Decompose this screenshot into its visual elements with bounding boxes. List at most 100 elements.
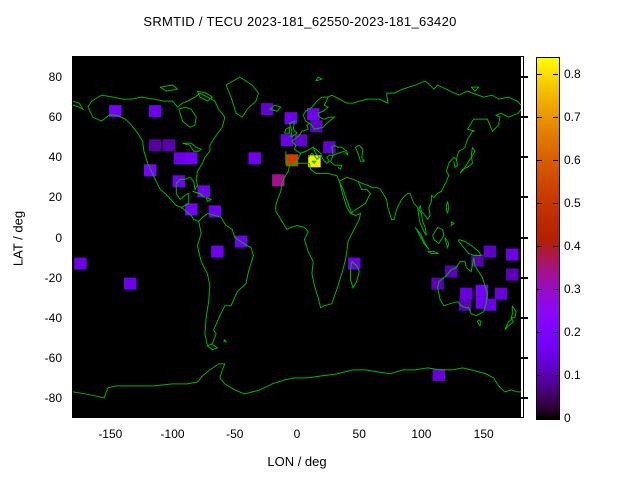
coastline xyxy=(192,191,204,197)
y-tick-label: 20 xyxy=(48,190,62,205)
right-border-tick xyxy=(519,236,528,239)
tec-cell xyxy=(143,164,157,177)
colorbar-tick-label: 0.2 xyxy=(564,325,581,340)
tec-cell xyxy=(109,105,122,118)
x-tick-label: -50 xyxy=(226,427,244,441)
coastline xyxy=(351,262,360,288)
coastline xyxy=(183,143,202,151)
right-border-tick xyxy=(519,156,528,159)
coastline xyxy=(433,227,444,243)
tec-cell xyxy=(148,105,162,118)
coastline xyxy=(179,107,196,127)
y-tick-label: 40 xyxy=(48,150,62,165)
coastline xyxy=(332,145,348,155)
coastline xyxy=(454,159,458,167)
colorbar xyxy=(536,57,560,420)
colorbar-gradient xyxy=(537,58,559,419)
coastline xyxy=(505,306,516,330)
coastline xyxy=(446,201,448,213)
chart-title: SRMTID / TECU 2023-181_62550-2023-181_63… xyxy=(143,14,457,29)
tec-cell xyxy=(460,287,473,300)
colorbar-tick-mark xyxy=(537,246,542,248)
x-tick-label: 50 xyxy=(352,427,366,441)
coastline xyxy=(301,147,320,159)
right-border-tick xyxy=(519,116,528,119)
coastline xyxy=(312,161,316,163)
y-tick-label: 80 xyxy=(48,70,62,85)
colorbar-tick-mark xyxy=(553,375,558,377)
world-map-plot-area xyxy=(73,57,521,418)
tec-cell xyxy=(185,152,198,165)
tec-cell xyxy=(294,134,307,147)
right-border-tick xyxy=(519,316,528,319)
coastline xyxy=(207,344,217,350)
coastline xyxy=(415,227,429,249)
right-border-tick xyxy=(519,356,528,359)
coastline xyxy=(339,177,370,213)
tec-cell xyxy=(185,203,198,216)
coastline xyxy=(358,109,521,235)
colorbar-tick-mark xyxy=(553,203,558,205)
coastline xyxy=(286,95,353,165)
coastline xyxy=(438,258,488,316)
tec-cell xyxy=(475,284,489,297)
tec-cell xyxy=(248,152,261,165)
tec-cell xyxy=(272,174,285,187)
right-border-tick xyxy=(519,196,528,199)
tec-cell xyxy=(280,134,294,147)
y-tick-label: 60 xyxy=(48,110,62,125)
tec-cell xyxy=(124,277,137,290)
coastline xyxy=(197,91,212,101)
coastline xyxy=(451,221,453,225)
right-border-tick xyxy=(519,76,528,79)
colorbar-tick-mark xyxy=(537,203,542,205)
x-tick-label: 0 xyxy=(293,427,301,441)
coastline xyxy=(316,77,322,81)
coastline xyxy=(270,105,281,111)
coastline xyxy=(331,155,342,169)
tec-cell xyxy=(162,139,176,152)
x-axis-label: LON / deg xyxy=(267,454,327,469)
colorbar-tick-label: 0.1 xyxy=(564,368,581,383)
colorbar-tick-mark xyxy=(553,246,558,248)
coastline xyxy=(460,147,475,173)
colorbar-tick-mark xyxy=(537,160,542,162)
tec-cell xyxy=(506,248,519,261)
colorbar-tick-label: 0.7 xyxy=(564,110,581,125)
colorbar-tick-mark xyxy=(537,117,542,119)
y-tick-label: -40 xyxy=(44,310,62,325)
coastline xyxy=(471,87,478,91)
coastline xyxy=(226,77,258,117)
colorbar-tick-mark xyxy=(537,74,542,76)
colorbar-tick-label: 0.4 xyxy=(564,239,581,254)
coastline xyxy=(459,240,481,256)
x-tick-label: -150 xyxy=(98,427,123,441)
tec-cell xyxy=(211,245,224,258)
colorbar-tick-mark xyxy=(553,74,558,76)
tec-cell xyxy=(260,103,274,116)
y-tick-label: -80 xyxy=(44,390,62,405)
tec-cell xyxy=(323,141,336,154)
coastline xyxy=(477,320,481,326)
coastline xyxy=(276,163,361,307)
colorbar-tick-mark xyxy=(537,289,542,291)
tec-cell xyxy=(148,139,162,152)
tec-cell xyxy=(173,152,187,165)
coastline xyxy=(88,93,225,207)
colorbar-tick-label: 0.5 xyxy=(564,196,581,211)
colorbar-tick-label: 0.3 xyxy=(564,282,581,297)
colorbar-tick-mark xyxy=(553,332,558,334)
coastline xyxy=(303,97,328,123)
tec-cell xyxy=(432,368,446,381)
x-tick-label: 100 xyxy=(411,427,432,441)
coastline xyxy=(73,101,83,109)
world-coastline-heatmap xyxy=(73,57,521,418)
coastline xyxy=(206,197,211,201)
coastline xyxy=(313,147,333,163)
tec-cell xyxy=(310,120,323,133)
colorbar-tick-mark xyxy=(553,160,558,162)
colorbar-tick-mark xyxy=(553,289,558,291)
colorbar-tick-label: 0.8 xyxy=(564,67,581,82)
x-tick-label: -100 xyxy=(160,427,185,441)
